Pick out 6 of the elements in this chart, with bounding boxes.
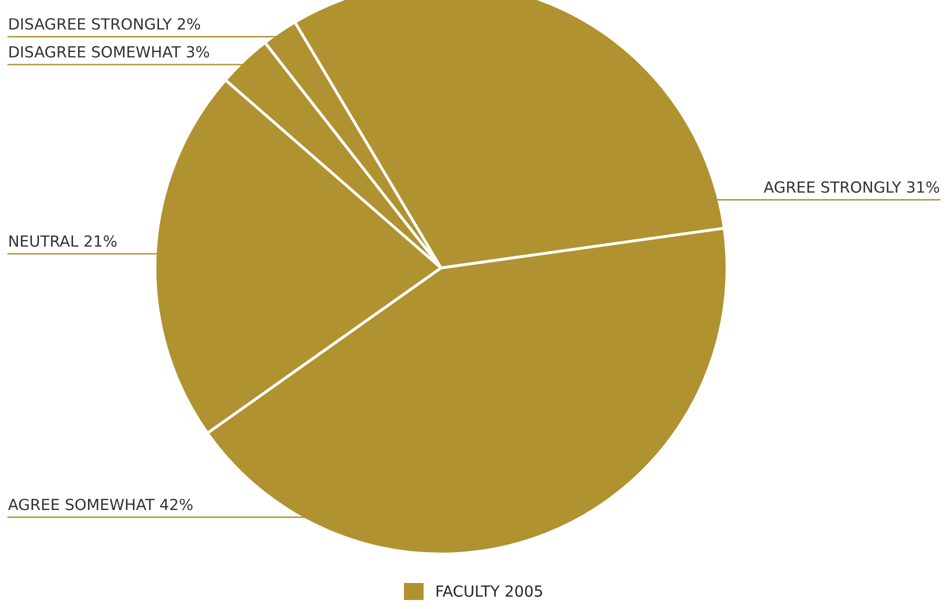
slice-label: AGREE SOMEWHAT 42% — [8, 498, 193, 510]
slice-label: DISAGREE SOMEWHAT 3% — [10, 46, 210, 58]
slice-label: DISAGREE STRONGLY 2% — [10, 18, 200, 30]
slice-label: NEUTRAL 21% — [10, 235, 117, 247]
slice-label: AGREE STRONGLY 31% — [764, 181, 940, 193]
legend-label: FACULTY 2005 — [436, 585, 542, 597]
